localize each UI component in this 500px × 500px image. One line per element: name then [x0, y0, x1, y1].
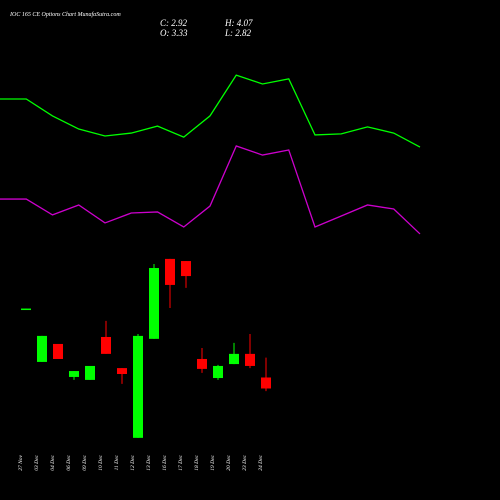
x-tick-label: 06 Dec — [66, 454, 72, 470]
low-label: L: 2.82 — [224, 28, 252, 38]
x-tick-label: 09 Dec — [82, 454, 88, 470]
chart-title: IOC 165 CE Options Chart MunafaSutra.com — [9, 11, 121, 18]
x-tick-label: 23 Dec — [242, 454, 248, 470]
candle-body — [101, 336, 111, 354]
x-tick-label: 03 Dec — [34, 454, 40, 470]
candle-body — [229, 353, 239, 365]
x-tick-label: 19 Dec — [210, 454, 216, 470]
candle-body — [149, 268, 159, 339]
open-label: O: 3.33 — [160, 28, 188, 38]
candle-body — [261, 377, 271, 389]
x-tick-label: 10 Dec — [98, 454, 104, 470]
indicator-line — [0, 74, 421, 148]
x-tick-label: 04 Dec — [49, 454, 56, 470]
candle-body — [21, 308, 31, 311]
x-tick-label: 12 Dec — [130, 454, 136, 470]
x-tick-label: 24 Dec — [257, 454, 264, 470]
candle-body — [181, 261, 191, 277]
close-label: C: 2.92 — [160, 18, 188, 28]
indicator-line — [0, 145, 421, 235]
x-tick-label: 11 Dec — [114, 454, 120, 470]
candle-body — [213, 365, 223, 379]
x-tick-label: 27 Nov — [18, 454, 24, 470]
candle-body — [165, 258, 175, 285]
candle-body — [37, 335, 47, 362]
candle-body — [117, 368, 127, 374]
candle-body — [133, 335, 143, 438]
candle-body — [85, 365, 95, 380]
x-tick-label: 17 Dec — [178, 454, 184, 470]
high-label: H: 4.07 — [224, 18, 253, 28]
x-tick-label: 16 Dec — [162, 454, 168, 470]
x-tick-label: 18 Dec — [194, 454, 200, 470]
x-tick-label: 20 Dec — [226, 454, 232, 470]
x-tick-label: 13 Dec — [146, 454, 152, 470]
candle-body — [245, 353, 255, 366]
candle-body — [53, 343, 63, 359]
candle-body — [69, 371, 79, 377]
candle-body — [197, 358, 207, 369]
